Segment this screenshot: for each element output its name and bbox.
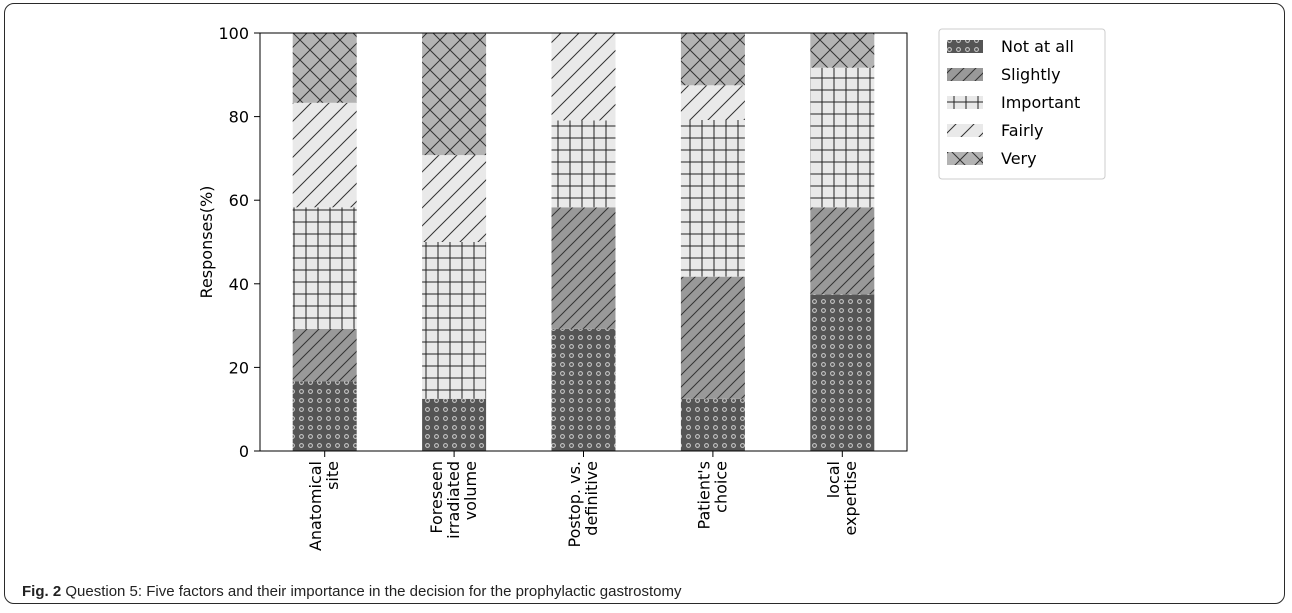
- legend-swatch-not-at-all: [947, 40, 983, 53]
- caption-label: Fig. 2: [22, 583, 62, 600]
- y-tick-label: 80: [229, 108, 249, 127]
- legend-box: [938, 28, 1106, 180]
- x-tick-label: Postop. vs.definitive: [565, 461, 601, 547]
- bar-segment-important: [292, 207, 357, 329]
- x-tick-label-line: definitive: [582, 461, 601, 536]
- caption-text: Question 5: Five factors and their impor…: [65, 583, 682, 600]
- bar-segment-important: [551, 120, 616, 208]
- y-axis-label: Responses(%): [197, 186, 216, 299]
- bar-segment-very: [680, 33, 745, 86]
- bar-segment-very: [422, 33, 487, 156]
- legend-swatch-fairly: [947, 124, 983, 137]
- bar-segment-not-at-all: [422, 398, 487, 452]
- y-tick-label: 60: [229, 191, 249, 210]
- x-tick-label-line: local: [824, 461, 843, 498]
- x-tick-label-line: irradiated: [444, 461, 463, 539]
- bars-layer: [292, 33, 875, 452]
- bar-segment-fairly: [422, 155, 487, 242]
- y-axis: 0 20 40 60 80 100: [218, 24, 260, 461]
- x-tick-label-line: site: [323, 461, 342, 490]
- bar-segment-slightly: [810, 207, 875, 295]
- y-tick-label: 40: [229, 275, 249, 294]
- bar-segment-slightly: [292, 328, 357, 382]
- legend-label-slightly: Slightly: [1001, 65, 1061, 84]
- figure-frame: [4, 3, 1285, 604]
- bar-segment-fairly: [551, 33, 616, 121]
- bar-segment-slightly: [551, 207, 616, 329]
- legend: Not at all Slightly Important Fairly Very: [938, 28, 1106, 180]
- bar-segment-fairly: [680, 85, 745, 120]
- bar-segment-slightly: [680, 276, 745, 399]
- bar-segment-not-at-all: [292, 381, 357, 451]
- bar-segment-important: [810, 67, 875, 208]
- legend-swatch-very: [947, 152, 983, 165]
- y-tick-label: 100: [218, 24, 249, 43]
- bar-segment-very: [292, 33, 357, 103]
- y-tick-label: 0: [239, 442, 249, 461]
- x-tick-label-line: choice: [711, 461, 730, 513]
- figure-caption: Fig. 2 Question 5: Five factors and thei…: [22, 583, 681, 600]
- legend-label-very: Very: [1001, 149, 1037, 168]
- x-tick-label-line: volume: [461, 461, 480, 520]
- x-tick-label-line: Patient's: [694, 461, 713, 529]
- bar-segment-very: [810, 33, 875, 68]
- legend-label-not-at-all: Not at all: [1001, 37, 1074, 56]
- bar-segment-important: [422, 242, 487, 399]
- y-tick-label: 20: [229, 358, 249, 377]
- bar-segment-important: [680, 119, 745, 277]
- legend-label-important: Important: [1001, 93, 1080, 112]
- x-tick-label-line: Anatomical: [306, 461, 325, 551]
- bar-segment-not-at-all: [680, 398, 745, 452]
- x-tick-label-line: expertise: [841, 461, 860, 536]
- legend-label-fairly: Fairly: [1001, 121, 1043, 140]
- bar-segment-not-at-all: [551, 328, 616, 451]
- x-tick-label-line: Postop. vs.: [565, 461, 584, 547]
- legend-swatch-slightly: [947, 68, 983, 81]
- bar-segment-fairly: [292, 102, 357, 208]
- bar-segment-not-at-all: [810, 294, 875, 452]
- legend-swatch-important: [947, 96, 983, 109]
- x-tick-label-line: Foreseen: [427, 461, 446, 534]
